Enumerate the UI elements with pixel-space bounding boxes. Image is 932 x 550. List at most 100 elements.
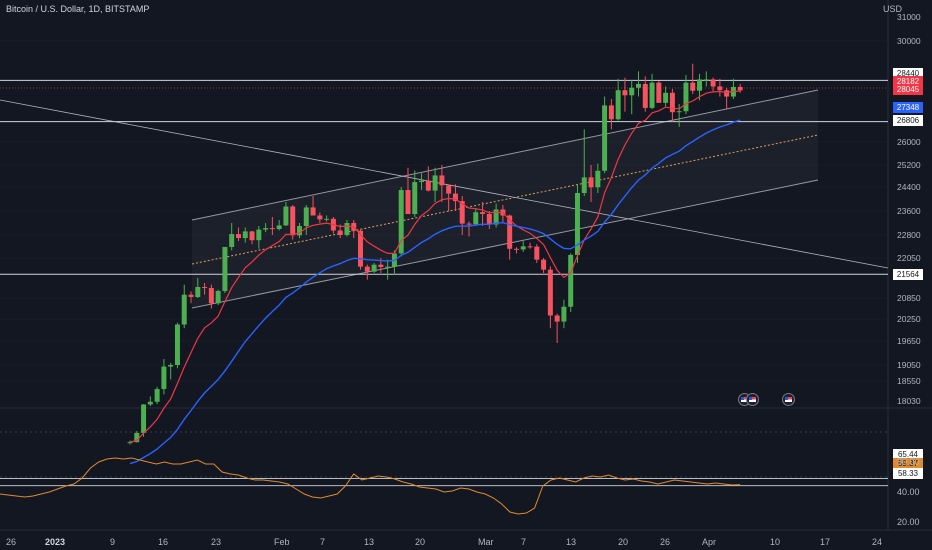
channel-fill bbox=[192, 90, 818, 308]
candle-body bbox=[568, 254, 574, 307]
candle-body bbox=[215, 291, 221, 304]
candle-body bbox=[303, 207, 309, 226]
candle-body bbox=[554, 315, 560, 322]
osc-tick-label: 40.00 bbox=[897, 487, 920, 497]
time-tick-label: 20 bbox=[415, 537, 426, 547]
candle-body bbox=[290, 206, 296, 236]
candle-body bbox=[181, 294, 187, 325]
horizontal-levels[interactable] bbox=[0, 79, 888, 275]
time-tick-label: 24 bbox=[872, 537, 883, 547]
osc-tick-label: 20.00 bbox=[897, 517, 920, 527]
candle-body bbox=[134, 432, 140, 443]
candle-body bbox=[202, 287, 208, 288]
candle-body bbox=[473, 212, 479, 225]
time-tick-label: Feb bbox=[274, 537, 290, 547]
candle-body bbox=[608, 105, 614, 120]
candle-body bbox=[676, 111, 682, 113]
candle-body bbox=[317, 215, 323, 220]
candle-body bbox=[358, 230, 364, 267]
candle-body bbox=[371, 264, 377, 272]
time-tick-label: 26 bbox=[6, 537, 17, 547]
candle-body bbox=[141, 404, 147, 433]
candle-body bbox=[724, 90, 730, 97]
candle-body bbox=[602, 105, 608, 171]
time-tick-label: 20 bbox=[618, 537, 629, 547]
osc-tag-label: 59.37 bbox=[893, 458, 923, 469]
candle-body bbox=[242, 231, 248, 239]
price-tick-label: 19050 bbox=[897, 360, 921, 370]
candle-body bbox=[520, 246, 526, 250]
candle-body bbox=[527, 246, 533, 248]
price-tick-label: 24400 bbox=[897, 182, 921, 192]
time-tick-label: Mar bbox=[478, 537, 494, 547]
candle-body bbox=[235, 234, 241, 239]
price-tick-label: 31000 bbox=[897, 12, 921, 22]
time-tick-label: 26 bbox=[660, 537, 671, 547]
event-flag-icon[interactable] bbox=[746, 393, 759, 406]
price-tag-label: 21564 bbox=[893, 269, 923, 280]
candle-body bbox=[697, 79, 703, 91]
price-tick-label: 18550 bbox=[897, 376, 921, 386]
osc-tag-label: 58.33 bbox=[893, 468, 923, 479]
candle-body bbox=[615, 90, 621, 120]
time-tick-label: 10 bbox=[770, 537, 781, 547]
ema-fast-line bbox=[129, 90, 741, 443]
candle-body bbox=[364, 266, 370, 272]
candle-body bbox=[452, 193, 458, 202]
price-tick-label: 25200 bbox=[897, 160, 921, 170]
candle-body bbox=[737, 86, 743, 91]
channel-upper-line bbox=[191, 89, 819, 221]
candle-body bbox=[297, 226, 302, 236]
flag-canton-icon bbox=[749, 397, 752, 400]
price-tag-label: 28045 bbox=[893, 84, 923, 95]
price-tick-label: 20250 bbox=[897, 314, 921, 324]
ema-slow-line bbox=[129, 119, 741, 465]
candle-body bbox=[574, 193, 580, 255]
candle-body bbox=[337, 230, 343, 235]
candle-body bbox=[561, 306, 567, 322]
price-tick-label: 26000 bbox=[897, 137, 921, 147]
candle-body bbox=[419, 180, 425, 183]
candle-body bbox=[507, 215, 513, 249]
candle-body bbox=[629, 87, 635, 96]
time-tick-label: 7 bbox=[320, 537, 326, 547]
price-tick-label: 20850 bbox=[897, 293, 921, 303]
oscillator-line bbox=[0, 457, 741, 515]
candle-body bbox=[195, 287, 201, 297]
flag-canton-icon bbox=[741, 397, 744, 400]
price-tag-label: 27348 bbox=[893, 102, 923, 113]
candle-body bbox=[486, 214, 492, 225]
grid bbox=[0, 0, 932, 531]
candle-body bbox=[405, 190, 411, 214]
candle-body bbox=[229, 234, 235, 247]
candle-body bbox=[154, 389, 160, 402]
us-flag-icon bbox=[749, 397, 756, 402]
currency-label: USD bbox=[882, 4, 902, 14]
price-axis-labels: 31000 30000 26000 25200 24400 23600 22800 22050… bbox=[897, 12, 921, 406]
channel-lower-line bbox=[191, 179, 819, 309]
symbol-header[interactable]: Bitcoin / U.S. Dollar, 1D, BITSTAMP bbox=[6, 4, 150, 14]
time-tick-label: 9 bbox=[110, 537, 116, 547]
candle-body bbox=[534, 246, 540, 260]
candle-body bbox=[588, 177, 594, 188]
price-tick-label: 18030 bbox=[897, 396, 921, 406]
candle-body bbox=[276, 225, 282, 229]
candle-body bbox=[595, 170, 601, 188]
candle-body bbox=[642, 83, 648, 108]
candle-body bbox=[269, 228, 275, 230]
moving-averages bbox=[129, 90, 741, 465]
candle-body bbox=[324, 218, 330, 220]
price-tick-label: 30000 bbox=[897, 36, 921, 46]
candle-body bbox=[581, 177, 587, 193]
candle-body bbox=[513, 248, 519, 250]
candle-body bbox=[439, 175, 445, 186]
candle-body bbox=[466, 223, 472, 225]
candle-body bbox=[703, 79, 709, 81]
time-tick-label: 13 bbox=[566, 537, 577, 547]
price-tick-label: 22050 bbox=[897, 253, 921, 263]
candle-body bbox=[378, 264, 384, 267]
oscillator-pane bbox=[0, 457, 888, 515]
event-flag-icon[interactable] bbox=[782, 393, 795, 406]
time-tick-label: 17 bbox=[820, 537, 831, 547]
